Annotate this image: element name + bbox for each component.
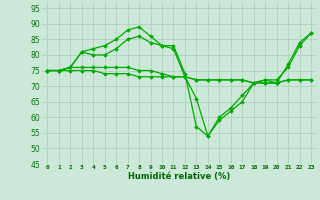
X-axis label: Humidité relative (%): Humidité relative (%): [128, 172, 230, 181]
